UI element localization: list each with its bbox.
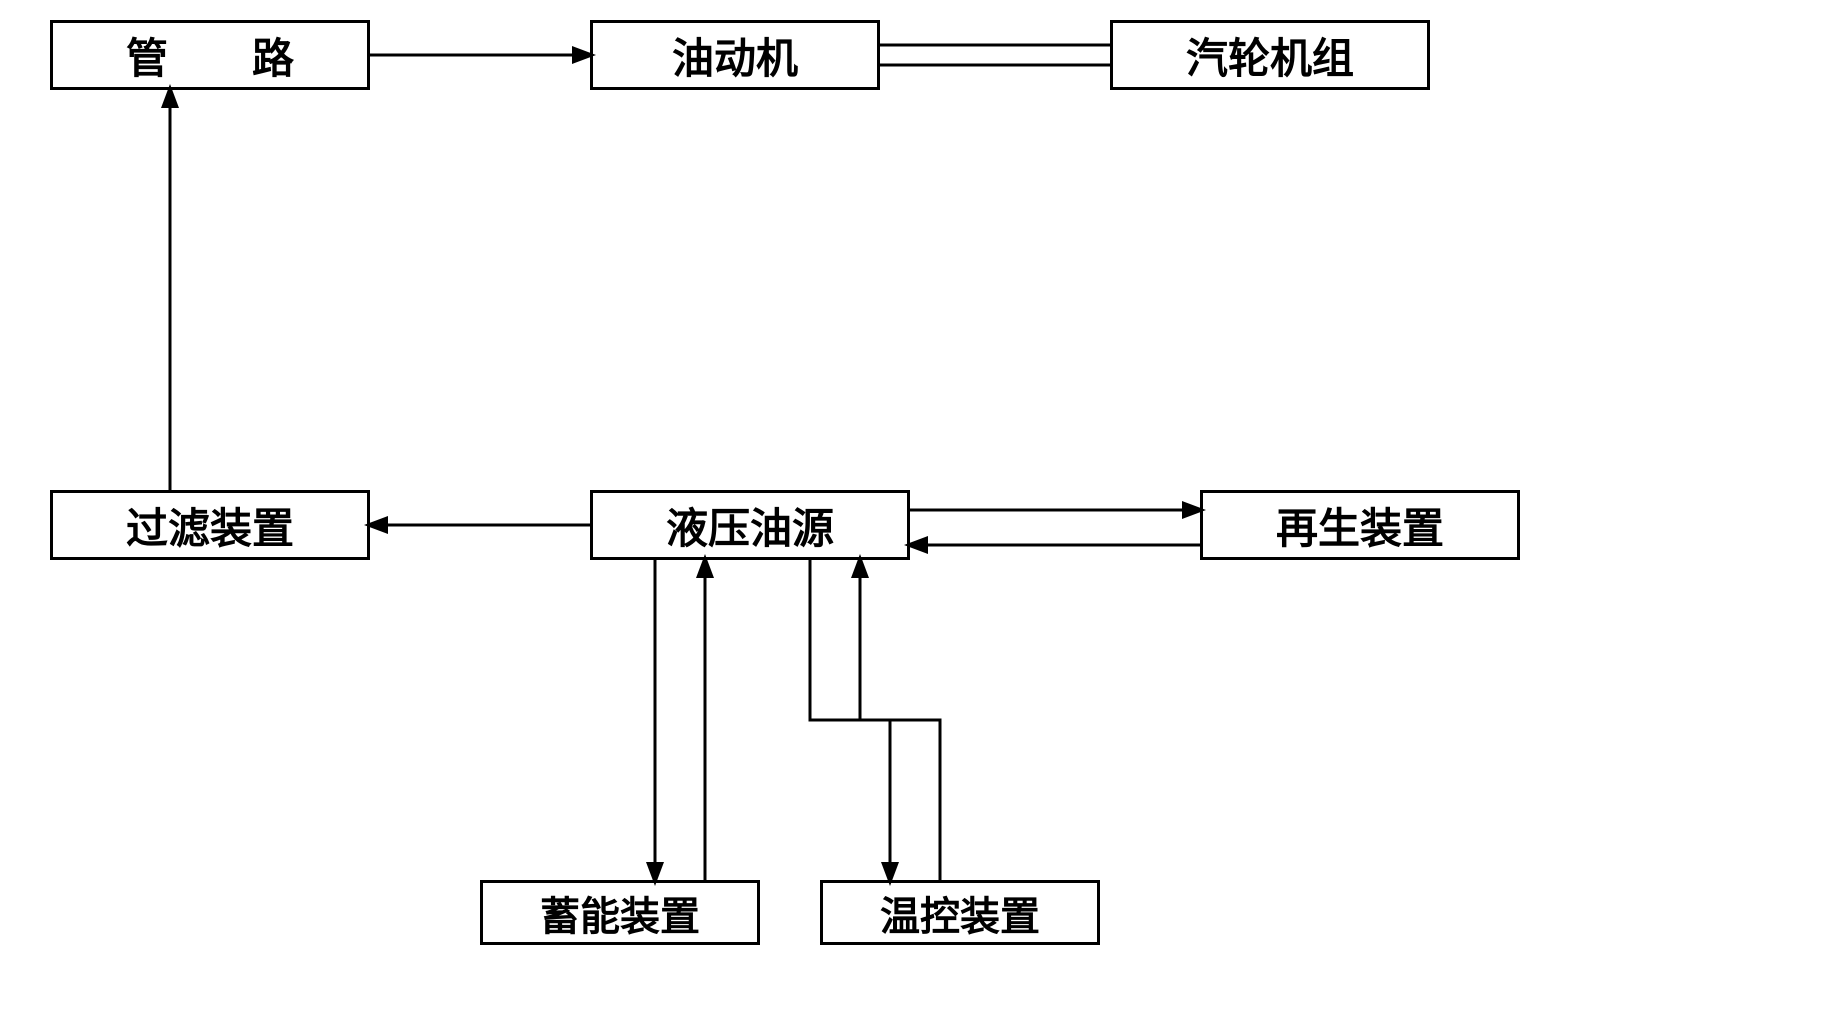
node-energy-storage: 蓄能装置 [480, 880, 760, 945]
node-label: 液压油源 [666, 495, 834, 556]
node-label: 过滤装置 [126, 495, 294, 556]
node-filter-device: 过滤装置 [50, 490, 370, 560]
node-temp-control: 温控装置 [820, 880, 1100, 945]
node-label: 再生装置 [1276, 495, 1444, 556]
node-regen-device: 再生装置 [1200, 490, 1520, 560]
node-hydraulic-source: 液压油源 [590, 490, 910, 560]
edge-hydraulic-temp [810, 560, 890, 880]
node-label: 温控装置 [880, 884, 1040, 942]
edge-temp-hydraulic [860, 560, 940, 880]
node-label: 汽轮机组 [1186, 25, 1354, 86]
node-label: 管 路 [126, 25, 294, 86]
node-oil-motor: 油动机 [590, 20, 880, 90]
node-label: 蓄能装置 [540, 884, 700, 942]
node-turbine-unit: 汽轮机组 [1110, 20, 1430, 90]
node-pipeline: 管 路 [50, 20, 370, 90]
node-label: 油动机 [672, 25, 798, 86]
